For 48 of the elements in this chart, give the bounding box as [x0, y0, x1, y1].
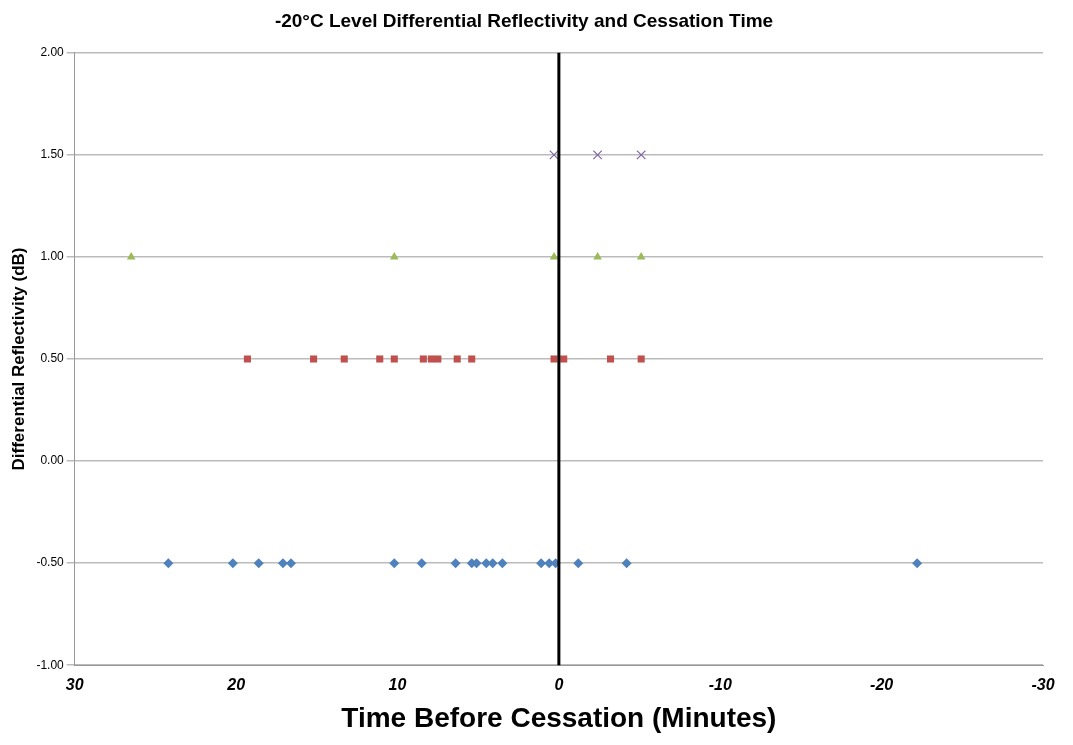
y-axis-title: Differential Reflectivity (dB) — [8, 247, 28, 471]
point — [389, 251, 399, 260]
point — [450, 558, 461, 569]
x-axis-title: Time Before Cessation (Minutes) — [341, 701, 777, 733]
x-tick-label: -30 — [1031, 676, 1055, 694]
point — [453, 355, 461, 363]
point — [416, 558, 427, 569]
point — [468, 355, 476, 363]
point — [277, 558, 288, 569]
y-tick-label: 2.00 — [40, 45, 65, 60]
point — [621, 558, 632, 569]
point — [126, 251, 136, 260]
y-tick-label: -0.50 — [36, 555, 65, 570]
point — [227, 558, 238, 569]
point — [434, 355, 442, 363]
x-tick-label: -10 — [708, 676, 732, 694]
point — [390, 355, 398, 363]
point — [243, 355, 251, 363]
point — [560, 355, 568, 363]
point — [376, 355, 384, 363]
y-tick-label: 1.50 — [40, 147, 65, 162]
point — [253, 558, 264, 569]
point — [419, 355, 427, 363]
point — [163, 558, 174, 569]
chart-title: -20°C Level Differential Reflectivity and Cessation Time — [274, 9, 774, 31]
point — [497, 558, 508, 569]
x-tick-label: 10 — [388, 676, 407, 694]
point — [549, 150, 559, 160]
point — [310, 355, 318, 363]
point — [592, 150, 603, 160]
point — [636, 150, 647, 160]
y-tick-label: 1.00 — [40, 249, 65, 264]
y-tick-label: 0.50 — [40, 351, 65, 366]
point — [593, 251, 602, 260]
y-tick-label: -1.00 — [36, 657, 65, 672]
point — [389, 558, 400, 569]
x-tick-label: 30 — [65, 676, 84, 694]
point — [636, 251, 646, 260]
point — [912, 558, 923, 569]
point — [427, 355, 435, 363]
point — [606, 355, 615, 363]
x-tick-label: 0 — [554, 676, 564, 694]
x-tick-label: 20 — [226, 676, 246, 694]
point — [637, 355, 645, 363]
x-tick-label: -20 — [870, 676, 894, 694]
y-tick-label: 0.00 — [40, 453, 65, 468]
point — [573, 558, 584, 569]
point — [340, 355, 348, 363]
